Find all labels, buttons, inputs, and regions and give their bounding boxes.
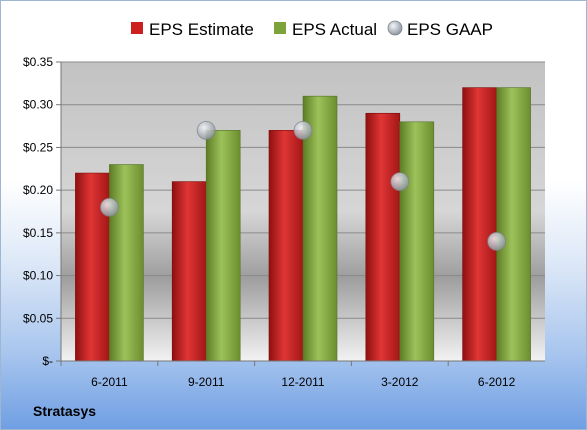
- bar-eps-actual-6-2011: [109, 164, 144, 362]
- bar-eps-actual-3-2012: [399, 121, 435, 362]
- legend-label: EPS Actual: [292, 20, 377, 39]
- marker-eps-gaap-6-2012: [487, 231, 507, 251]
- y-tick-label: $-: [42, 354, 53, 368]
- x-tick-label: 3-2012: [381, 375, 419, 389]
- marker-eps-gaap-3-2012: [390, 172, 410, 192]
- marker-eps-gaap-6-2011: [100, 197, 119, 217]
- y-tick-label: $0.20: [23, 183, 53, 197]
- y-tick-label: $0.35: [23, 55, 53, 69]
- legend-swatch-eps-estimate: [131, 22, 143, 34]
- y-tick-label: $0.10: [23, 269, 53, 283]
- x-tick-label: 6-2012: [478, 375, 516, 389]
- marker-eps-gaap-9-2011: [196, 120, 216, 140]
- legend-swatch-eps-actual: [274, 22, 286, 34]
- bar-eps-estimate-12-2011: [268, 130, 304, 362]
- marker-eps-gaap-12-2011: [293, 120, 313, 140]
- legend-label: EPS Estimate: [149, 20, 254, 39]
- bar-eps-actual-9-2011: [205, 130, 241, 362]
- y-tick-label: $0.25: [23, 140, 53, 154]
- bar-eps-actual-6-2012: [496, 87, 531, 362]
- x-tick-label: 9-2011: [188, 375, 225, 389]
- legend-label: EPS GAAP: [407, 20, 493, 39]
- y-tick-label: $0.15: [23, 226, 53, 240]
- y-tick-label: $0.30: [23, 98, 53, 112]
- x-tick-label: 6-2011: [91, 375, 128, 389]
- bar-eps-estimate-6-2012: [462, 87, 497, 362]
- y-tick-label: $0.05: [23, 311, 53, 325]
- legend-swatch-eps-gaap: [387, 20, 403, 36]
- company-label: Stratasys: [33, 403, 97, 419]
- x-tick-label: 12-2011: [281, 375, 324, 389]
- bar-eps-estimate-9-2011: [171, 181, 207, 362]
- bar-eps-actual-12-2011: [302, 95, 338, 362]
- bar-eps-estimate-3-2012: [365, 112, 401, 362]
